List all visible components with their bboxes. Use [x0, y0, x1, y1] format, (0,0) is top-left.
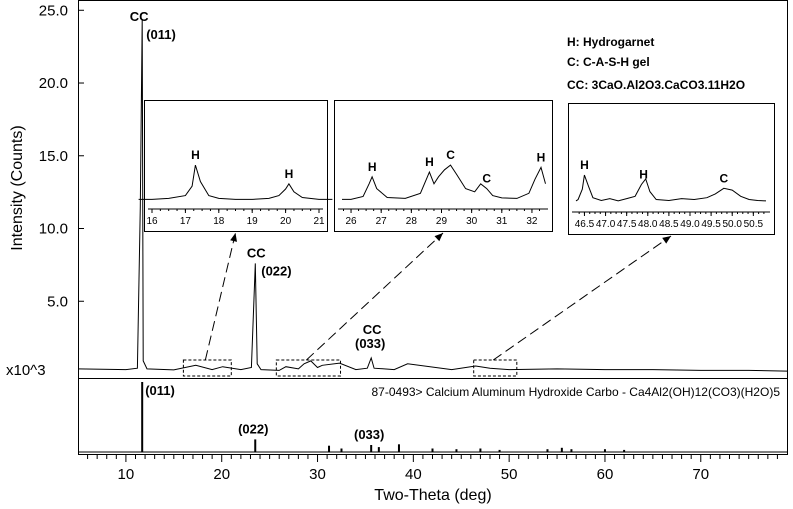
- inset-tick-label: 18: [213, 216, 225, 227]
- inset-tick-label: 19: [247, 216, 259, 227]
- inset-tick-label: 30: [466, 216, 478, 227]
- y-tick-label: 20.0: [39, 75, 68, 92]
- inset-peak-label: C: [719, 171, 728, 185]
- inset-tick-label: 49.5: [701, 219, 721, 230]
- inset-tick-label: 20: [280, 216, 292, 227]
- x-tick-label: 50: [501, 466, 518, 483]
- inset-frame: [144, 100, 328, 232]
- inset-tick-label: 21: [313, 216, 325, 227]
- x-axis: 10 20 30 40 50 60 70: [87, 455, 778, 483]
- inset-tick-label: 48.0: [638, 219, 658, 230]
- inset-peak-label: C: [482, 172, 491, 186]
- reference-pattern: (011) (022) (033): [78, 382, 787, 453]
- y-axis-title: Intensity (Counts): [9, 125, 26, 250]
- zoom-arrow-head: [662, 236, 671, 244]
- peak-miller-label: (033): [355, 336, 385, 351]
- inset-tick-label: 49.0: [680, 219, 700, 230]
- zoom-region-box: [473, 359, 518, 377]
- peak-miller-label: (022): [261, 263, 291, 278]
- inset-peak-label: H: [368, 160, 377, 174]
- x-tick-label: 20: [213, 466, 230, 483]
- inset-tick-label: 17: [180, 216, 192, 227]
- inset-tick-label: 27: [376, 216, 388, 227]
- x-tick-label: 60: [597, 466, 614, 483]
- inset-peak-label: H: [580, 158, 589, 172]
- inset-tick-label: 50.0: [722, 219, 742, 230]
- inset-peak-label: H: [191, 148, 200, 162]
- inset-tick-label: 46.5: [575, 219, 595, 230]
- zoom-regions: [182, 232, 672, 377]
- reference-label: 87-0493> Calcium Aluminum Hydroxide Carb…: [372, 385, 781, 399]
- inset-tick-label: 16: [146, 216, 158, 227]
- x-tick-label: 70: [692, 466, 709, 483]
- reference-peak-label: (033): [354, 427, 384, 442]
- reference-panel-frame: [78, 378, 788, 455]
- inset-tick-label: 47.0: [596, 219, 616, 230]
- y-tick-label: 25.0: [39, 2, 68, 19]
- x-tick-label: 10: [118, 466, 135, 483]
- diffraction-pattern-line: [77, 18, 788, 372]
- y-multiplier-label: x10^3: [6, 362, 46, 379]
- peak-phase-label: CC: [130, 9, 149, 24]
- legend-entry: CC: 3CaO.Al2O3.CaCO3.11H2O: [567, 78, 745, 92]
- peak-labels: CC(011)CC(022)CC(033): [130, 9, 386, 351]
- inset-pattern-line: [342, 164, 546, 200]
- inset-peak-label: H: [639, 168, 648, 182]
- reference-peak-label: (011): [145, 383, 175, 398]
- legend-entry: H: Hydrogarnet: [567, 35, 654, 49]
- inset-panel: 46.5 47.0 47.5 48.0 48.5 49.0 49.5 50.0 50.5 H H C: [568, 103, 775, 235]
- peak-phase-label: CC: [247, 245, 266, 260]
- inset-tick-label: 28: [406, 216, 418, 227]
- zoom-arrow-head: [434, 233, 443, 242]
- legend-entry: C: C-A-S-H gel: [567, 55, 650, 69]
- inset-panel: 16 17 18 19 20 21 H H: [138, 100, 333, 232]
- zoom-region-box: [275, 359, 342, 377]
- inset-peak-label: H: [285, 167, 294, 181]
- inset-tick-label: 50.5: [744, 219, 764, 230]
- inset-tick-label: 29: [436, 216, 448, 227]
- x-axis-title: Two-Theta (deg): [374, 487, 491, 504]
- inset-tick-label: 48.5: [659, 219, 679, 230]
- reference-peak-label: (022): [238, 421, 268, 436]
- inset-pattern-line: [138, 164, 333, 200]
- inset-tick-label: 47.5: [617, 219, 637, 230]
- zoom-arrow: [492, 235, 672, 361]
- zoom-arrow-head: [230, 233, 237, 242]
- inset-peak-label: H: [425, 155, 434, 169]
- inset-frame: [568, 103, 775, 235]
- peak-phase-label: CC: [363, 322, 382, 337]
- y-tick-label: 5.0: [47, 293, 68, 310]
- zoom-arrow: [204, 232, 236, 361]
- peak-miller-label: (011): [146, 27, 176, 42]
- inset-peak-label: H: [537, 150, 546, 164]
- x-tick-label: 40: [405, 466, 422, 483]
- inset-pattern-line: [575, 174, 767, 202]
- x-tick-label: 30: [309, 466, 326, 483]
- inset-tick-label: 31: [496, 216, 508, 227]
- main-plot: [77, 18, 788, 372]
- y-tick-label: 15.0: [39, 148, 68, 165]
- y-axis: 5.0 10.0 15.0 20.0 25.0: [39, 2, 84, 310]
- y-tick-label: 10.0: [39, 221, 68, 238]
- inset-peak-label: C: [446, 148, 455, 162]
- inset-tick-label: 26: [345, 216, 357, 227]
- inset-frame: [334, 100, 553, 232]
- zoom-region-box: [182, 359, 232, 377]
- zoom-arrow: [306, 232, 444, 361]
- inset-tick-label: 32: [526, 216, 538, 227]
